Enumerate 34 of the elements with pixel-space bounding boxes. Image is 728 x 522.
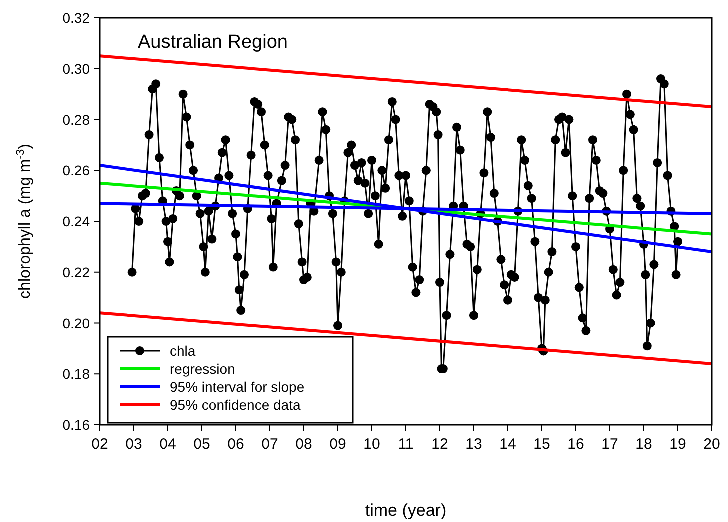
y-tick-label: 0.30	[62, 60, 90, 77]
y-tick-label: 0.32	[62, 10, 90, 26]
x-tick-label: 19	[670, 436, 686, 453]
y-tick-label: 0.24	[62, 214, 90, 230]
x-axis-title: time (year)	[365, 501, 447, 520]
y-tick-label: 0.26	[62, 162, 90, 179]
x-tick-label: 05	[194, 436, 210, 453]
y-tick-label: 0.20	[62, 315, 90, 332]
x-tick-label: 18	[636, 436, 652, 453]
legend-label: 95% confidence data	[170, 397, 301, 413]
x-tick-label: 20	[704, 436, 720, 453]
legend-label: 95% interval for slope	[170, 379, 305, 395]
text: Australian Region	[138, 32, 288, 53]
x-tick-label: 17	[602, 436, 618, 453]
legend-label: chla	[170, 343, 196, 359]
x-tick-label: 14	[500, 436, 516, 453]
y-tick-label: 0.16	[62, 417, 90, 433]
x-tick-label: 06	[228, 436, 244, 453]
y-tick-label: 0.22	[62, 264, 90, 280]
legend-label: regression	[170, 361, 236, 377]
x-tick-label: 11	[398, 436, 414, 453]
x-tick-label: 04	[160, 436, 176, 453]
y-tick-label: 0.18	[62, 366, 90, 382]
x-tick-label: 10	[364, 436, 380, 453]
x-tick-label: 02	[92, 436, 108, 453]
x-tick-label: 13	[466, 436, 482, 453]
x-tick-label: 07	[262, 436, 278, 453]
x-tick-label: 08	[296, 436, 312, 453]
x-tick-label: 03	[126, 436, 142, 453]
x-tick-label: 16	[568, 436, 584, 453]
x-tick-label: 12	[432, 436, 448, 453]
x-tick-label: 09	[330, 436, 346, 453]
x-tick-label: 15	[534, 436, 550, 453]
y-tick-label: 0.28	[62, 112, 90, 128]
